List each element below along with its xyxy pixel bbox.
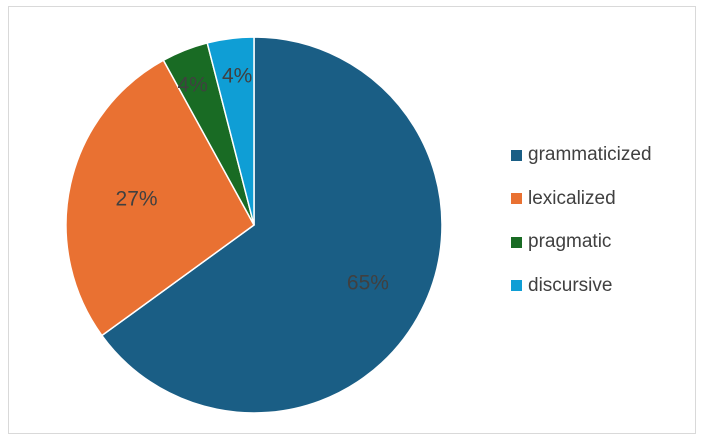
data-label-grammaticized: 65% — [347, 272, 389, 295]
legend-label-lexicalized: lexicalized — [528, 187, 616, 209]
legend-item-lexicalized: lexicalized — [511, 188, 652, 210]
legend-item-grammaticized: grammaticized — [511, 144, 652, 166]
legend-swatch-grammaticized — [511, 149, 522, 161]
legend-swatch-lexicalized — [511, 193, 522, 204]
legend-item-discursive: discursive — [511, 275, 652, 297]
legend-swatch-discursive — [511, 280, 522, 291]
data-label-pragmatic: 4% — [177, 74, 207, 97]
pie-data-labels: 65% 27% 4% 4% — [116, 64, 389, 294]
data-label-discursive: 4% — [222, 64, 252, 87]
legend-label-pragmatic: pragmatic — [528, 231, 612, 252]
pie-slice-discursive — [206, 36, 255, 226]
legend: grammaticized lexicalized pragmatic discurs… — [511, 144, 652, 318]
legend-item-pragmatic: pragmatic — [511, 231, 652, 253]
pie-slice-lexicalized — [65, 59, 255, 337]
legend-label-grammaticized: grammaticized — [528, 144, 652, 165]
data-label-lexicalized: 27% — [116, 187, 158, 210]
pie-slice-grammaticized — [100, 36, 443, 414]
legend-swatch-pragmatic — [511, 236, 522, 248]
pie-slices — [65, 36, 443, 414]
legend-label-discursive: discursive — [528, 274, 613, 296]
